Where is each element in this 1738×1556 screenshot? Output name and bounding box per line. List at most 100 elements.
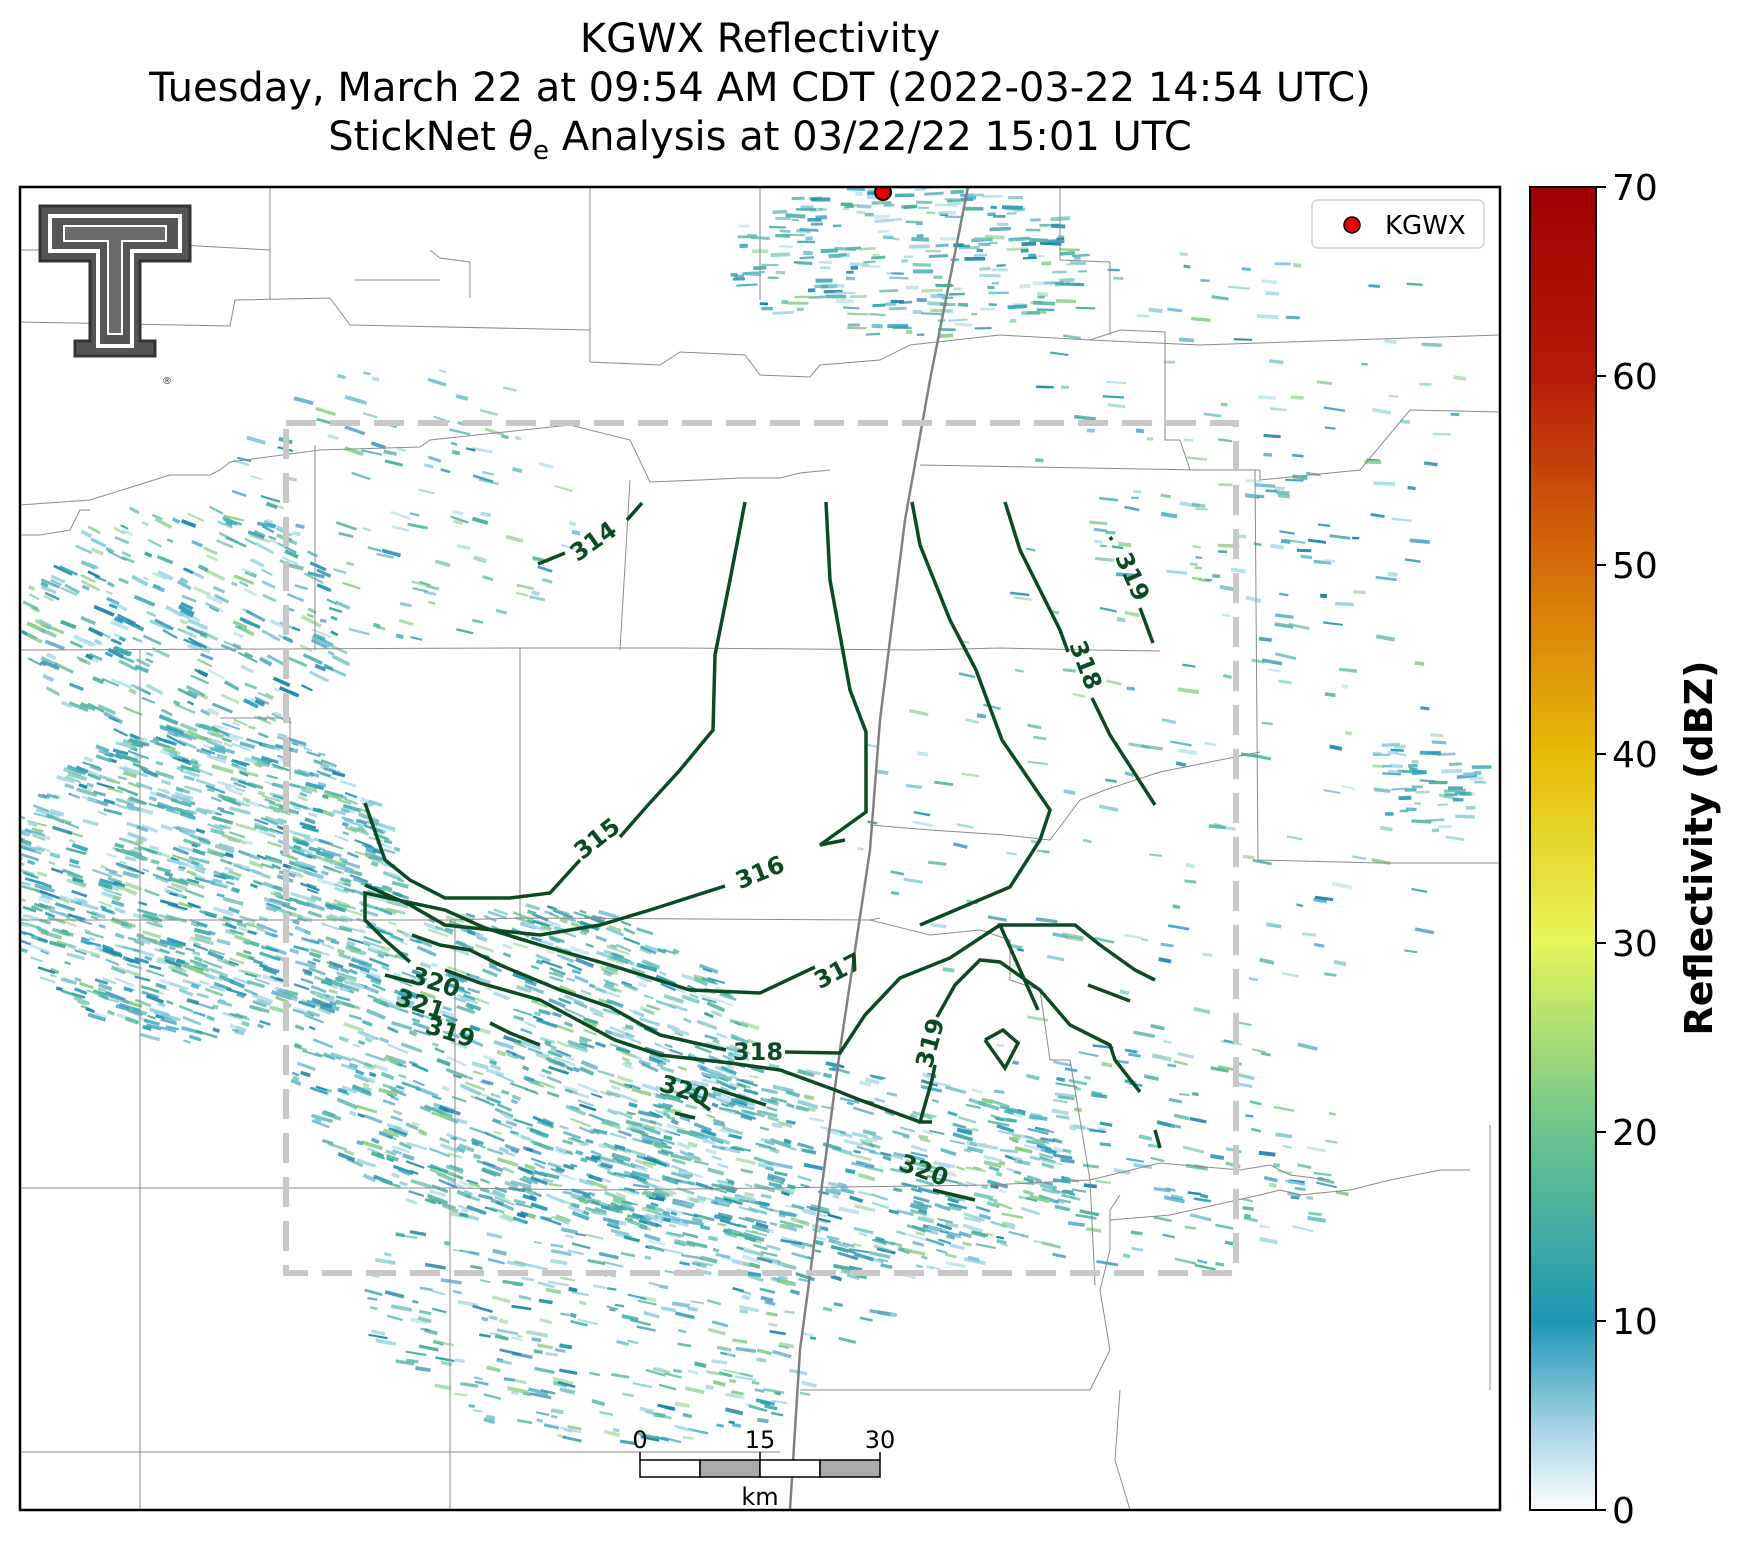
echo-pixel — [365, 1052, 387, 1062]
echo-pixel — [386, 899, 409, 909]
echo-pixel — [818, 260, 832, 264]
echo-pixel — [271, 863, 282, 870]
echo-pixel — [506, 1053, 518, 1060]
echo-pixel — [978, 242, 991, 247]
echo-pixel — [271, 933, 279, 939]
echo-pixel — [182, 1015, 202, 1026]
echo-pixel — [512, 942, 529, 949]
echo-pixel — [664, 1043, 673, 1049]
echo-pixel — [605, 926, 625, 937]
echo-pixel — [271, 763, 290, 772]
echo-pixel — [1398, 795, 1412, 801]
echo-pixel — [193, 1001, 215, 1010]
echo-pixel — [78, 948, 100, 957]
echo-pixel — [66, 764, 87, 776]
echo-pixel — [299, 821, 317, 830]
echo-pixel — [74, 949, 87, 956]
echo-pixel — [775, 270, 786, 275]
echo-pixel — [585, 1138, 594, 1144]
echo-pixel — [113, 906, 126, 915]
echo-pixel — [166, 885, 183, 893]
echo-pixel — [415, 938, 433, 948]
echo-pixel — [368, 1071, 377, 1078]
echo-pixel — [401, 987, 423, 998]
echo-pixel — [412, 977, 424, 984]
echo-pixel — [652, 1124, 671, 1135]
map-panel[interactable]: 314 315 316 317 318 319 320 321 319 320 … — [1, 183, 1502, 1512]
echo-pixel — [177, 866, 185, 872]
echo-pixel — [205, 988, 222, 997]
echo-pixel — [509, 1082, 528, 1091]
echo-pixel — [455, 1146, 466, 1154]
echo-pixel — [693, 1122, 713, 1132]
echo-pixel — [41, 793, 51, 800]
echo-pixel — [44, 911, 56, 919]
echo-pixel — [916, 200, 933, 204]
echo-pixel — [357, 1039, 366, 1046]
echo-pixel — [126, 957, 141, 965]
echo-pixel — [356, 1104, 378, 1114]
echo-pixel — [334, 976, 344, 983]
echo-pixel — [343, 1021, 365, 1033]
echo-pixel — [209, 967, 229, 978]
echo-pixel — [489, 1206, 506, 1214]
echo-pixel — [213, 981, 232, 992]
echo-pixel — [382, 1099, 396, 1106]
echo-pixel — [71, 889, 88, 898]
echo-pixel — [585, 942, 595, 948]
echo-pixel — [636, 962, 658, 973]
echo-pixel — [82, 761, 101, 769]
echo-pixel — [674, 1031, 684, 1037]
echo-pixel — [274, 986, 286, 994]
echo-pixel — [212, 975, 224, 982]
echo-pixel — [964, 206, 984, 211]
echo-pixel — [76, 1000, 87, 1006]
echo-pixel — [157, 1002, 166, 1008]
echo-pixel — [114, 842, 125, 849]
echo-pixel — [83, 928, 92, 933]
echo-pixel — [566, 977, 576, 983]
echo-pixel — [227, 906, 241, 914]
echo-pixel — [725, 1046, 739, 1054]
echo-pixel — [325, 1088, 333, 1093]
echo-pixel — [221, 722, 240, 731]
echo-pixel — [271, 782, 286, 790]
echo-pixel — [370, 978, 382, 986]
scale-tick-15: 15 — [745, 1426, 776, 1454]
echo-pixel — [276, 817, 288, 824]
echo-pixel — [33, 902, 48, 910]
echo-pixel — [925, 250, 941, 253]
echo-pixel — [608, 924, 622, 933]
echo-pixel — [392, 1109, 403, 1116]
echo-pixel — [385, 1054, 407, 1065]
echo-pixel — [386, 1026, 399, 1034]
echo-pixel — [535, 919, 554, 927]
echo-pixel — [815, 278, 833, 283]
echo-pixel — [489, 1063, 502, 1071]
echo-pixel — [825, 294, 846, 299]
echo-pixel — [1432, 432, 1452, 436]
echo-pixel — [481, 1167, 502, 1177]
echo-pixel — [20, 842, 36, 851]
echo-pixel — [542, 1118, 555, 1127]
echo-pixel — [265, 905, 278, 913]
echo-pixel — [349, 946, 361, 952]
echo-pixel — [641, 1083, 660, 1092]
echo-pixel — [310, 947, 323, 955]
echo-pixel — [722, 1054, 735, 1062]
echo-pixel — [512, 1216, 529, 1225]
echo-pixel — [223, 742, 233, 748]
echo-pixel — [721, 1093, 732, 1100]
echo-pixel — [1136, 314, 1150, 318]
echo-pixel — [239, 770, 249, 777]
echo-pixel — [595, 986, 607, 994]
echo-pixel — [106, 1009, 115, 1016]
echo-pixel — [341, 821, 350, 828]
echo-pixel — [188, 938, 199, 944]
echo-pixel — [30, 943, 51, 955]
echo-pixel — [20, 844, 37, 853]
echo-pixel — [303, 836, 314, 843]
echo-pixel — [222, 896, 244, 906]
echo-pixel — [363, 942, 371, 947]
echo-pixel — [11, 912, 18, 917]
